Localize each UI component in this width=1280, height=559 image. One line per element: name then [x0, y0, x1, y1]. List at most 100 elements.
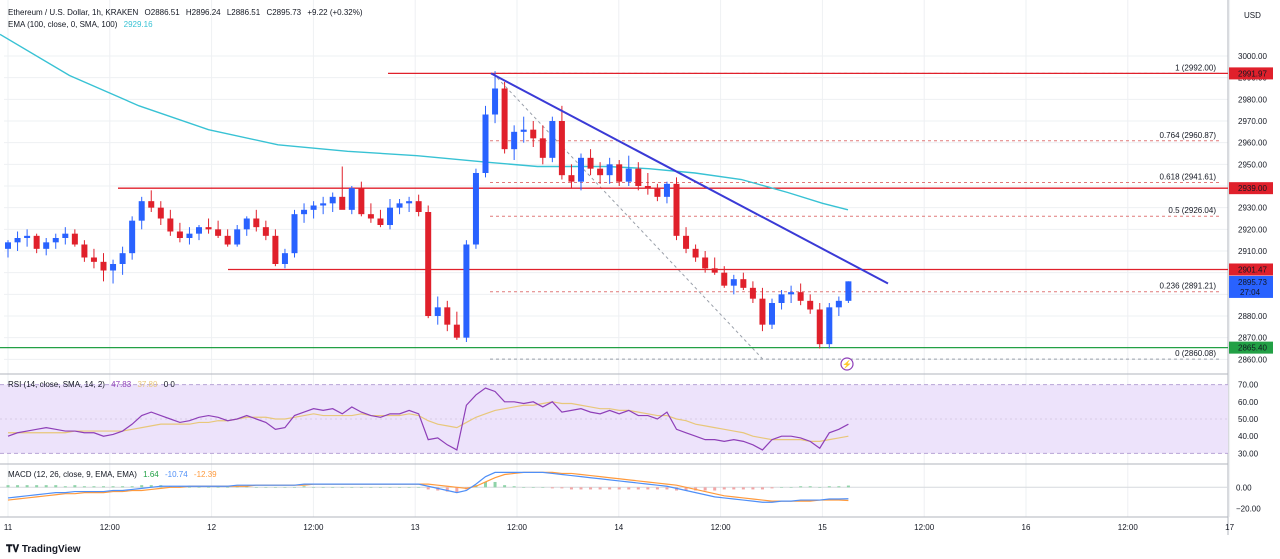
candle-body: [5, 242, 11, 249]
candle-body: [43, 242, 50, 249]
macd-histogram-bar: [789, 487, 793, 488]
macd-histogram-bar: [598, 487, 602, 490]
time-tick-label: 17: [1225, 523, 1234, 532]
macd-histogram-bar: [503, 485, 507, 488]
candle-body: [568, 175, 575, 182]
price-tag-current-bg: [1229, 275, 1273, 298]
price-tag-2991: 2991.97: [1238, 69, 1267, 78]
candle-body: [157, 207, 164, 219]
price-tick-label: 2870.00: [1238, 334, 1267, 343]
ema-header: EMA (100, close, 0, SMA, 100) 2929.16: [8, 20, 157, 29]
macd-histogram-bar: [827, 486, 831, 488]
candle-body: [90, 257, 97, 262]
rsi-label: RSI (14, close, SMA, 14, 2): [8, 380, 105, 389]
candle-body: [243, 218, 250, 230]
macd-histogram-bar: [732, 487, 736, 490]
candle-body: [215, 229, 222, 236]
macd-histogram-bar: [770, 487, 774, 489]
candle-body: [205, 227, 212, 230]
candle-body: [511, 131, 518, 150]
macd-histogram-bar: [207, 487, 211, 488]
candle-body: [186, 233, 193, 238]
candle-body: [71, 233, 78, 245]
macd-histogram-bar: [302, 486, 306, 488]
macd-histogram-bar: [589, 487, 593, 490]
macd-histogram-bar: [722, 487, 726, 490]
fib-level-label: 0.236 (2891.21): [1160, 282, 1217, 291]
candle-body: [740, 279, 747, 288]
time-tick-label: 12:00: [303, 523, 324, 532]
candle-body: [52, 238, 59, 243]
time-tick-label: 12:00: [100, 523, 121, 532]
time-tick-label: 16: [1022, 523, 1031, 532]
grid: [0, 0, 1231, 535]
candle-body: [845, 281, 852, 301]
macd-histogram-bar: [197, 487, 201, 488]
rsi-sma-line: [8, 401, 849, 442]
ema-path: [0, 33, 849, 211]
trendline: ⚡: [490, 72, 889, 371]
ema-value: 2929.16: [123, 20, 153, 29]
macd-histogram-bar: [808, 486, 812, 488]
candle-body: [396, 203, 403, 208]
candle-body: [24, 235, 31, 238]
candle-body: [291, 214, 298, 254]
price-tag-current: 2895.73: [1238, 278, 1267, 287]
macd-histogram-bar: [254, 487, 258, 488]
candle-body: [272, 235, 279, 264]
macd-histogram-bar: [216, 487, 220, 488]
macd-histogram-bar: [63, 486, 67, 488]
candle-body: [148, 201, 155, 208]
macd-histogram-bar: [6, 485, 10, 488]
rsi-extra: 0 0: [163, 380, 175, 389]
tv-logo-icon: 𝐓𝐕: [6, 544, 22, 555]
candle-body: [807, 300, 814, 310]
macd-histogram-bar: [627, 487, 631, 490]
descending-trendline: [490, 72, 889, 285]
candle-body: [406, 201, 413, 204]
price-tag-2865-bg: [1229, 341, 1273, 354]
macd-histogram-bar: [388, 487, 392, 488]
macd-header: MACD (12, 26, close, 9, EMA, EMA) 1.64 -…: [8, 470, 221, 479]
macd-histogram-bar: [121, 486, 125, 488]
candle-body: [329, 196, 336, 204]
macd-pane: 0.00 −20.00: [0, 471, 1261, 514]
price-tag-2991-bg: [1229, 67, 1273, 80]
candle-body: [644, 186, 651, 189]
candle-body: [129, 220, 136, 254]
candle-body: [425, 212, 432, 316]
candle-body: [683, 235, 690, 249]
candle-body: [415, 201, 422, 212]
macd-histogram-bar: [522, 487, 526, 488]
price-tick-label: 2970.00: [1238, 117, 1267, 126]
candle-body: [625, 168, 632, 182]
macd-histogram-bar: [655, 487, 659, 490]
candle-body: [730, 279, 737, 286]
candle-body: [816, 309, 823, 345]
time-tick-label: 14: [614, 523, 623, 532]
candle-body: [339, 196, 346, 210]
candle-body: [310, 205, 317, 210]
macd-histogram-bar: [541, 487, 545, 488]
macd-histogram-bar: [283, 487, 287, 488]
macd-value: -10.74: [164, 470, 188, 479]
candle-body: [434, 307, 441, 316]
price-tick-label: 2910.00: [1238, 247, 1267, 256]
macd-histogram-bar: [102, 486, 105, 488]
lightning-icon: ⚡: [842, 359, 852, 369]
macd-histogram-bar: [16, 485, 20, 488]
candle-body: [797, 292, 804, 301]
macd-histogram-bar: [569, 487, 573, 490]
candle-body: [482, 114, 489, 173]
price-tick-label: 2980.00: [1238, 95, 1267, 104]
candle-body: [320, 203, 327, 206]
macd-histogram-bar: [25, 485, 29, 488]
macd-histogram-bar: [378, 487, 382, 488]
price-tick-label: 2920.00: [1238, 225, 1267, 234]
candles: [5, 71, 852, 349]
macd-histogram-bar: [760, 487, 764, 490]
candle-body: [301, 209, 308, 215]
candle-body: [119, 253, 126, 264]
